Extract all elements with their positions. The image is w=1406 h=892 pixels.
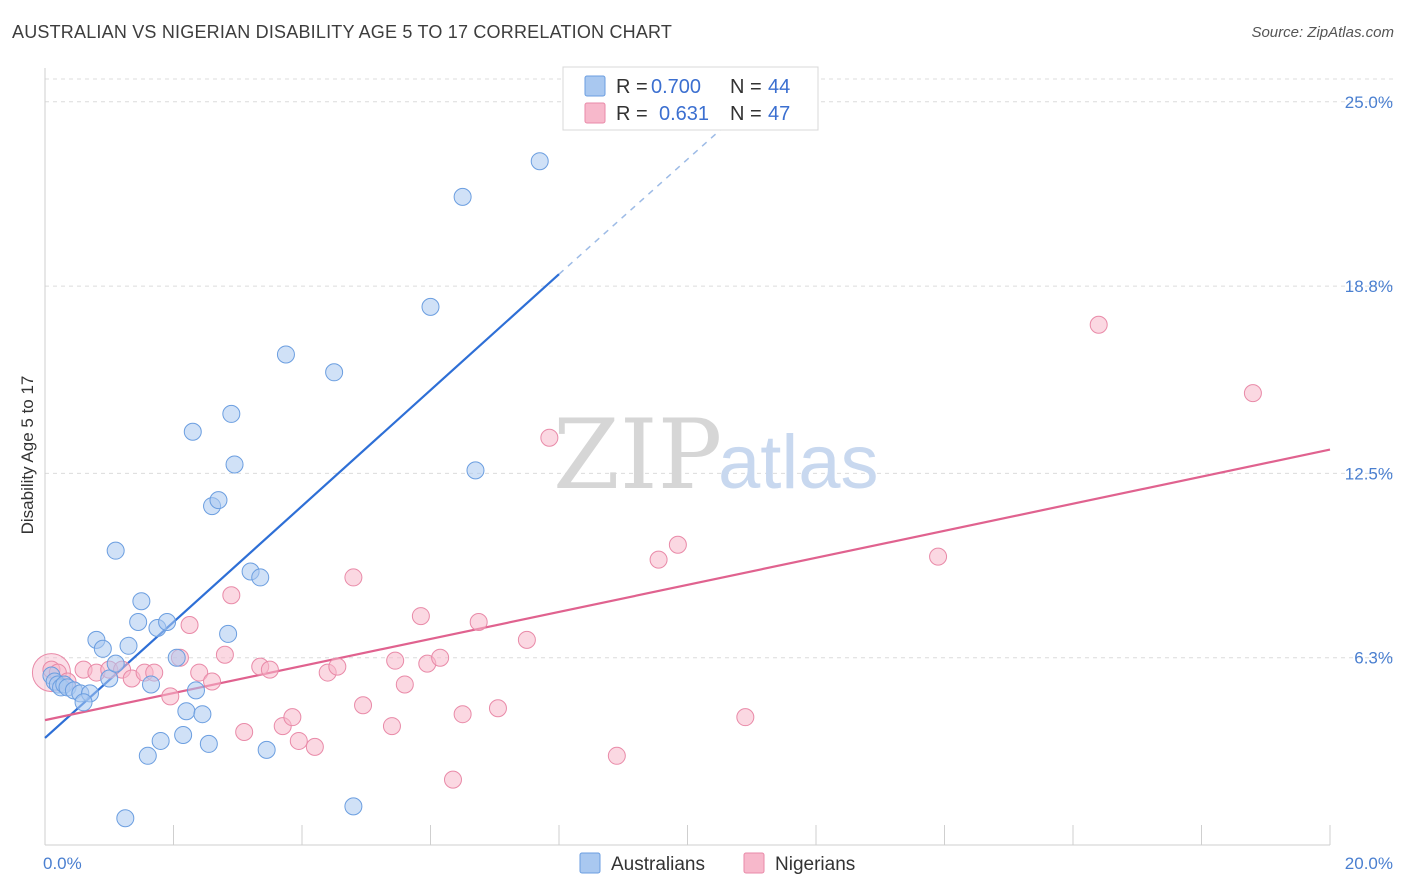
point-australians-43 — [453, 187, 472, 206]
x-tick-label-1: 20.0% — [1345, 854, 1393, 873]
bottom-legend-australians: Australians — [611, 854, 705, 875]
point-nigerians-37 — [488, 699, 507, 718]
chart-title: AUSTRALIAN VS NIGERIAN DISABILITY AGE 5 … — [12, 22, 673, 42]
point-australians-27 — [209, 491, 228, 510]
point-australians-37 — [251, 568, 270, 587]
y-tick-labels: 6.3% 12.5% 18.8% 25.0% — [1345, 93, 1393, 668]
point-australians-41 — [344, 797, 363, 816]
bottom-legend-swatch-australians — [579, 852, 601, 874]
bottom-legend: Australians Nigerians — [579, 852, 855, 875]
point-australians-33 — [151, 731, 170, 750]
point-nigerians-12 — [180, 616, 199, 634]
point-nigerians-39 — [540, 428, 559, 447]
point-nigerians-43 — [736, 708, 755, 727]
point-australians-15 — [119, 636, 138, 655]
y-tick-label-3: 25.0% — [1345, 93, 1393, 112]
chart-source: Source: ZipAtlas.com — [1251, 24, 1394, 41]
point-nigerians-23 — [305, 737, 324, 756]
point-australians-40 — [325, 363, 344, 382]
watermark: ZIP atlas — [553, 399, 879, 511]
point-australians-24 — [193, 705, 212, 724]
watermark-zip: ZIP — [553, 399, 722, 511]
point-nigerians-25 — [328, 657, 347, 676]
trend-line-australians — [44, 273, 560, 739]
bottom-legend-swatch-nigerians — [743, 852, 765, 874]
point-nigerians-22 — [289, 731, 308, 750]
y-tick-label-2: 18.8% — [1345, 277, 1393, 296]
point-australians-25 — [183, 422, 202, 441]
point-australians-32 — [174, 726, 193, 744]
point-nigerians-45 — [1089, 315, 1108, 334]
point-nigerians-41 — [649, 550, 668, 569]
point-australians-35 — [116, 809, 135, 828]
point-australians-12 — [100, 669, 119, 688]
point-australians-9 — [74, 693, 93, 712]
point-australians-21 — [167, 648, 186, 667]
point-nigerians-40 — [607, 746, 626, 765]
point-nigerians-46 — [1243, 384, 1262, 403]
legend-n-value-1: 47 — [768, 103, 790, 125]
y-tick-label-0: 6.3% — [1354, 649, 1393, 668]
bottom-legend-nigerians: Nigerians — [775, 854, 855, 875]
legend-swatch-australians — [584, 75, 606, 97]
point-nigerians-10 — [161, 687, 180, 706]
point-nigerians-14 — [203, 672, 222, 691]
legend-r-value-0: 0.700 — [651, 76, 701, 98]
legend-r-value-1: 0.631 — [659, 103, 709, 125]
x-tick-label-0: 0.0% — [43, 854, 82, 873]
point-australians-14 — [106, 541, 125, 560]
point-australians-28 — [222, 404, 241, 423]
point-nigerians-34 — [443, 770, 462, 789]
legend: R = 0.700 N = 44 R = 0.631 N = 47 — [562, 66, 819, 131]
point-nigerians-17 — [235, 723, 254, 742]
point-nigerians-30 — [395, 675, 414, 694]
axes — [44, 68, 1331, 846]
point-nigerians-27 — [354, 696, 373, 715]
point-nigerians-26 — [344, 568, 363, 587]
point-australians-11 — [93, 639, 112, 658]
point-nigerians-36 — [469, 613, 488, 632]
y-axis-label: Disability Age 5 to 17 — [18, 376, 37, 535]
point-nigerians-33 — [431, 648, 450, 667]
legend-swatch-nigerians — [584, 102, 606, 124]
legend-n-value-0: 44 — [768, 76, 790, 98]
point-australians-20 — [158, 613, 177, 632]
watermark-atlas: atlas — [718, 420, 879, 505]
y-tick-label-1: 12.5% — [1345, 464, 1393, 483]
point-australians-45 — [530, 152, 549, 171]
legend-n-label-1: N = — [730, 103, 762, 125]
point-australians-16 — [129, 613, 148, 632]
point-australians-30 — [219, 624, 238, 643]
point-australians-42 — [421, 297, 440, 316]
point-australians-18 — [142, 675, 161, 694]
point-australians-39 — [276, 345, 295, 364]
point-nigerians-44 — [929, 547, 948, 566]
point-nigerians-13 — [190, 663, 209, 682]
point-nigerians-28 — [386, 651, 405, 670]
point-nigerians-42 — [668, 535, 687, 554]
point-nigerians-31 — [411, 607, 430, 626]
point-australians-44 — [466, 461, 485, 480]
point-australians-17 — [132, 592, 151, 611]
x-tick-labels: 0.0% 20.0% — [43, 854, 1393, 873]
point-nigerians-38 — [517, 630, 536, 649]
point-australians-38 — [257, 740, 276, 759]
point-australians-22 — [177, 702, 196, 721]
legend-r-label-1: R = — [616, 103, 648, 125]
point-nigerians-19 — [260, 660, 279, 679]
data-points — [31, 152, 1262, 828]
legend-n-label-0: N = — [730, 76, 762, 98]
point-nigerians-29 — [382, 717, 401, 736]
point-nigerians-16 — [222, 586, 241, 605]
point-australians-23 — [186, 681, 205, 700]
point-nigerians-35 — [453, 705, 472, 724]
point-australians-31 — [199, 734, 218, 753]
point-nigerians-15 — [215, 645, 234, 664]
point-australians-13 — [106, 654, 125, 673]
legend-r-label-0: R = — [616, 76, 648, 98]
point-australians-34 — [138, 746, 157, 765]
point-nigerians-21 — [283, 708, 302, 727]
point-australians-29 — [225, 455, 244, 474]
